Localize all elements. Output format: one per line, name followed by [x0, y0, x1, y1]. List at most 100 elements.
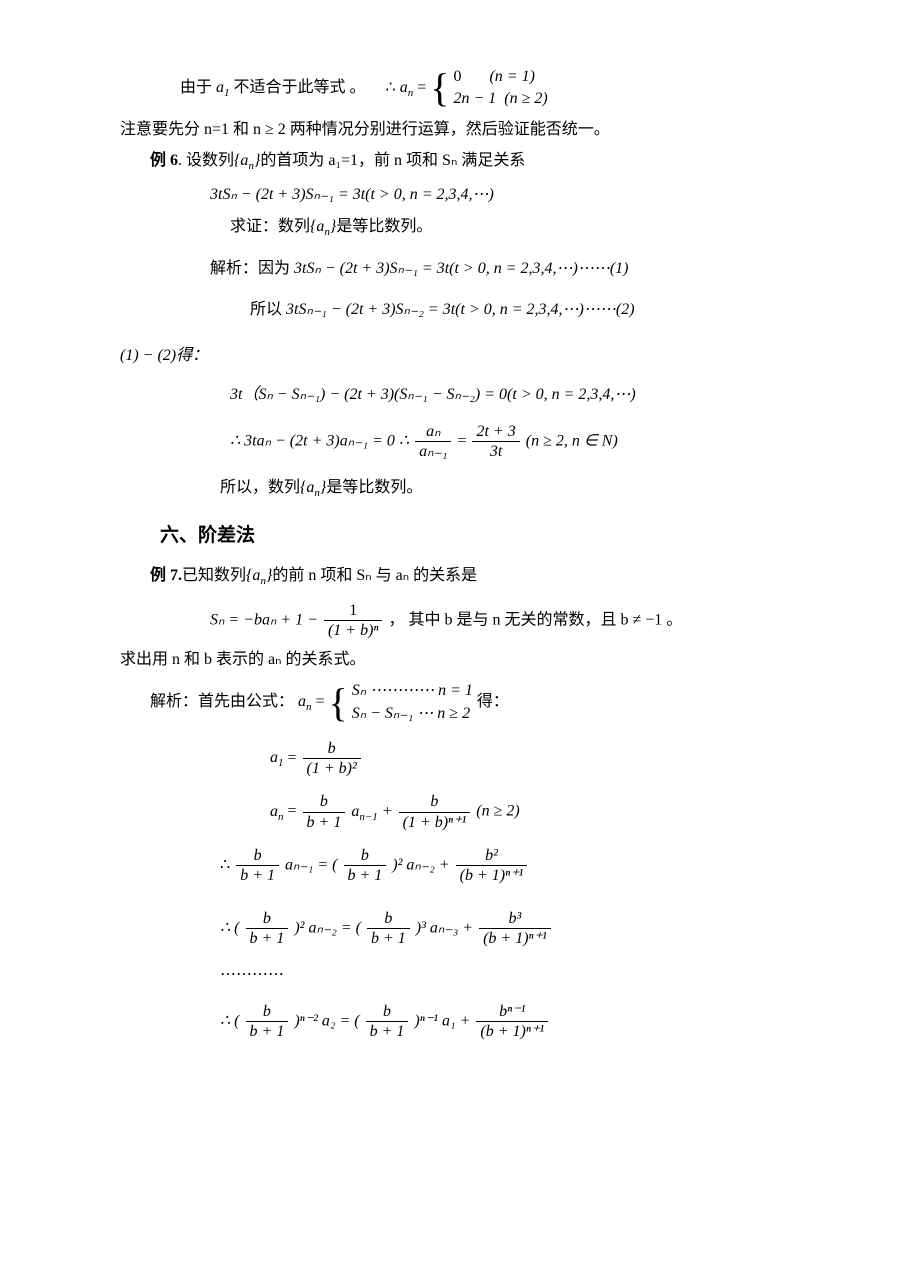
- example-6-eq: 3tSₙ − (2t + 3)Sₙ₋₁ = 3t(t > 0, n = 2,3,…: [210, 182, 800, 208]
- denominator: (b + 1)ⁿ⁺¹: [479, 929, 551, 948]
- text: 已知数列: [182, 567, 246, 584]
- example-7-derivation: a1 = b (1 + b)² an = b b + 1 an−1 + b (1…: [270, 739, 800, 832]
- case1: Sₙ ⋯⋯⋯⋯ n = 1: [352, 680, 473, 702]
- ellipsis: ⋯⋯⋯⋯: [220, 962, 800, 988]
- text: )ⁿ⁻¹ a₁ +: [414, 1012, 470, 1029]
- math-an: an: [298, 693, 312, 710]
- equation-part: ∴ 3taₙ − (2t + 3)aₙ₋₁ = 0 ∴: [230, 432, 409, 449]
- numerator: b³: [479, 909, 551, 929]
- text: 解析：因为: [210, 260, 290, 277]
- text: ∴ (: [220, 919, 240, 936]
- numerator: b: [399, 792, 471, 812]
- numerator: aₙ: [415, 422, 451, 442]
- example-6-diff: (1) − (2)得：: [120, 343, 800, 369]
- text: ∴ (: [220, 1012, 240, 1029]
- equation: 3tSₙ − (2t + 3)Sₙ₋₁ = 3t(t > 0, n = 2,3,…: [210, 186, 494, 203]
- numerator: b: [344, 846, 387, 866]
- denominator: aₙ₋₁: [415, 442, 451, 461]
- numerator: b²: [456, 846, 528, 866]
- seq-notation: {an}: [310, 218, 336, 235]
- text: 的首项为 a₁=1，前 n 项和 Sₙ 满足关系: [260, 152, 525, 169]
- case1-cond: (n = 1): [489, 68, 534, 85]
- fraction: b b + 1: [344, 846, 387, 885]
- example-7-eq: Sₙ = −baₙ + 1 − 1 (1 + b)ⁿ ， 其中 b 是与 n 无…: [210, 601, 800, 640]
- text: 是等比数列。: [336, 218, 432, 235]
- text: )³ aₙ₋₃ +: [416, 919, 473, 936]
- equals: =: [417, 79, 430, 96]
- equation-lhs: Sₙ = −baₙ + 1 −: [210, 612, 318, 629]
- example-7-header: 例 7.已知数列{an}的前 n 项和 Sₙ 与 aₙ 的关系是: [150, 563, 800, 591]
- fraction: b³ (b + 1)ⁿ⁺¹: [479, 909, 551, 948]
- fraction: b (1 + b)ⁿ⁺¹: [399, 792, 471, 831]
- fraction: b b + 1: [246, 1002, 289, 1041]
- case2-val: 2n − 1: [453, 90, 496, 107]
- text: 解析：首先由公式：: [150, 693, 294, 710]
- section-6-title: 六、阶差法: [160, 521, 800, 551]
- condition: (n ≥ 2): [476, 803, 519, 820]
- document-page: 由于 a1 不适合于此等式 。 ∴ an = { 0 (n = 1) 2n − …: [0, 0, 920, 1115]
- denominator: b + 1: [303, 813, 346, 832]
- text: 所以，数列: [220, 479, 300, 496]
- condition: (n ≥ 2, n ∈ N): [526, 432, 618, 449]
- fraction: b b + 1: [246, 909, 289, 948]
- denominator: (1 + b)²: [303, 759, 361, 778]
- text: 由于: [180, 79, 212, 96]
- paragraph-note: 注意要先分 n=1 和 n ≥ 2 两种情况分别进行运算，然后验证能否统一。: [120, 117, 800, 143]
- fraction: b b + 1: [236, 846, 279, 885]
- case2: Sₙ − Sₙ₋₁ ⋯ n ≥ 2: [352, 703, 473, 725]
- fraction: 2t + 3 3t: [472, 422, 519, 461]
- example-6-derivation: 3t（Sₙ − Sₙ₋₁) − (2t + 3)(Sₙ₋₁ − Sₙ₋₂) = …: [230, 382, 800, 461]
- text: . 设数列: [178, 152, 234, 169]
- denominator: (1 + b)ⁿ⁺¹: [399, 813, 471, 832]
- example-7-steps: ∴ b b + 1 aₙ₋₁ = ( b b + 1 )² aₙ₋₂ + b² …: [220, 846, 800, 1042]
- text: )² aₙ₋₂ +: [392, 856, 449, 873]
- numerator: 1: [324, 601, 383, 621]
- seq-notation: {an}: [234, 152, 260, 169]
- numerator: b: [236, 846, 279, 866]
- numerator: b: [366, 1002, 409, 1022]
- text: aₙ₋₁ = (: [285, 856, 338, 873]
- equation: 3tSₙ − (2t + 3)Sₙ₋₁ = 3t(t > 0, n = 2,3,…: [294, 260, 629, 277]
- example-label: 例 7.: [150, 567, 182, 584]
- example-7-question: 求出用 n 和 b 表示的 aₙ 的关系式。: [120, 647, 800, 673]
- fraction: aₙ aₙ₋₁: [415, 422, 451, 461]
- paragraph-remark-a1: 由于 a1 不适合于此等式 。 ∴ an = { 0 (n = 1) 2n − …: [180, 66, 800, 111]
- math-a1: a1: [216, 79, 230, 96]
- numerator: b: [303, 792, 346, 812]
- denominator: (1 + b)ⁿ: [324, 621, 383, 640]
- text: 的前 n 项和 Sₙ 与 aₙ 的关系是: [272, 567, 477, 584]
- example-6-req: 求证：数列{an}是等比数列。: [230, 214, 800, 242]
- example-6-sol-1: 解析：因为 3tSₙ − (2t + 3)Sₙ₋₁ = 3t(t > 0, n …: [210, 256, 800, 282]
- example-label: 例 6: [150, 152, 178, 169]
- case2-cond: (n ≥ 2): [504, 90, 547, 107]
- equation: 3tSₙ₋₁ − (2t + 3)Sₙ₋₂ = 3t(t > 0, n = 2,…: [286, 301, 635, 318]
- denominator: b + 1: [366, 1022, 409, 1041]
- denominator: 3t: [472, 442, 519, 461]
- numerator: 2t + 3: [472, 422, 519, 442]
- numerator: bⁿ⁻¹: [476, 1002, 548, 1022]
- text: 不适合于此等式 。: [234, 79, 366, 96]
- example-6-conclusion: 所以，数列{an}是等比数列。: [220, 475, 800, 503]
- text: 得：: [477, 693, 509, 710]
- fraction: b (1 + b)²: [303, 739, 361, 778]
- fraction: 1 (1 + b)ⁿ: [324, 601, 383, 640]
- text: 求证：数列: [230, 218, 310, 235]
- fraction: bⁿ⁻¹ (b + 1)ⁿ⁺¹: [476, 1002, 548, 1041]
- numerator: b: [303, 739, 361, 759]
- fraction: b b + 1: [366, 1002, 409, 1041]
- equation: 3t（Sₙ − Sₙ₋₁) − (2t + 3)(Sₙ₋₁ − Sₙ₋₂) = …: [230, 386, 636, 403]
- denominator: b + 1: [246, 929, 289, 948]
- fraction: b b + 1: [303, 792, 346, 831]
- text: 所以: [250, 301, 282, 318]
- numerator: b: [246, 909, 289, 929]
- math-an: an: [400, 79, 414, 96]
- text: (1) − (2)得：: [120, 347, 208, 364]
- text: ， 其中 b 是与 n 无关的常数，且 b ≠ −1 。: [388, 612, 682, 629]
- therefore: ∴: [386, 79, 400, 96]
- text: 是等比数列。: [326, 479, 422, 496]
- denominator: b + 1: [236, 866, 279, 885]
- denominator: b + 1: [344, 866, 387, 885]
- denominator: (b + 1)ⁿ⁺¹: [456, 866, 528, 885]
- example-6-header: 例 6. 设数列{an}的首项为 a₁=1，前 n 项和 Sₙ 满足关系: [150, 148, 800, 176]
- numerator: b: [367, 909, 410, 929]
